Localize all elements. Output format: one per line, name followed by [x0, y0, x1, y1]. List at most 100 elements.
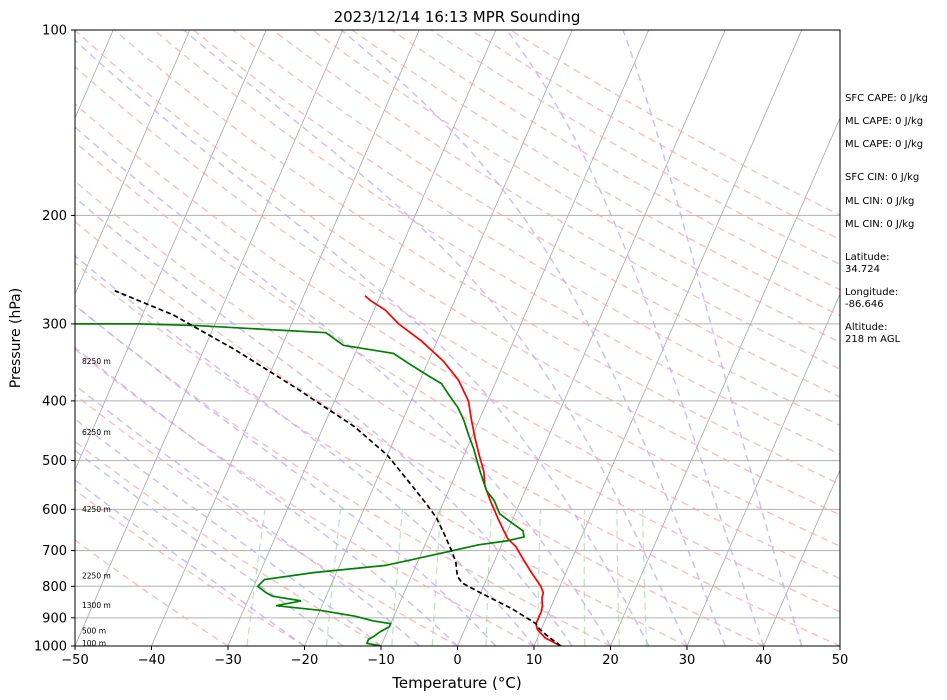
x-axis-ticks: −50 −40 −30 −20 −10 0 10 20 30 40 50	[61, 646, 848, 668]
y-tick-label: 200	[42, 209, 67, 224]
moist-adiabat-line	[340, 30, 726, 646]
mixing-ratio-line	[616, 509, 620, 646]
dry-adiabat-line	[311, 30, 840, 343]
mixing-ratio-line	[391, 509, 404, 646]
plot-frame	[74, 29, 841, 647]
mixing-ratio-line	[246, 509, 266, 646]
dry-adiabat-line	[113, 30, 840, 486]
isotherm-line	[610, 116, 840, 646]
moist-adiabat-line	[75, 304, 497, 646]
y-axis-ticks: 1000 900 800 700 600 500 400 300 200 100	[34, 24, 75, 655]
dry-adiabat-line	[75, 103, 840, 580]
moist-adiabat-line	[75, 384, 420, 646]
dry-adiabat-line	[75, 262, 688, 646]
y-axis-label: Pressure (hPa)	[8, 288, 24, 388]
x-tick-label: 40	[755, 653, 772, 668]
moist-adiabat-line	[506, 30, 765, 646]
x-tick-label: −50	[61, 653, 88, 668]
mixing-ratio-line	[642, 509, 648, 646]
dry-adiabat-line	[272, 30, 840, 370]
chart-title: 2023/12/14 16:13 MPR Sounding	[334, 8, 581, 26]
x-axis-label: Temperature (°C)	[391, 674, 521, 692]
dry-adiabat-line	[75, 65, 840, 548]
mixing-ratio-line	[485, 509, 493, 646]
height-label: 500 m	[82, 626, 106, 635]
ml-cape-text-2: ML CAPE: 0 J/kg	[845, 139, 924, 150]
x-tick-label: −40	[138, 653, 165, 668]
altitude-text: Altitude: 218 m AGL	[845, 322, 901, 345]
moist-adiabat-line	[622, 30, 803, 646]
ml-cin-text: ML CIN: 0 J/kg	[845, 196, 915, 207]
x-tick-label: 20	[602, 653, 619, 668]
parcel-trace	[114, 289, 562, 646]
x-tick-label: −30	[214, 653, 241, 668]
dry-adiabat-line	[75, 348, 535, 646]
isotherm-line	[75, 30, 344, 646]
height-label: 1300 m	[82, 601, 111, 610]
y-tick-label: 500	[42, 454, 67, 469]
mixing-ratio-line	[583, 509, 586, 646]
x-tick-label: 0	[453, 653, 461, 668]
y-tick-label: 900	[42, 611, 67, 626]
sounding-traces	[75, 289, 562, 646]
moist-adiabat-line	[75, 346, 459, 646]
x-tick-label: 50	[832, 653, 849, 668]
y-tick-label: 1000	[34, 640, 67, 655]
y-tick-label: 700	[42, 544, 67, 559]
y-tick-label: 800	[42, 580, 67, 595]
ml-cape-text: ML CAPE: 0 J/kg	[845, 116, 924, 127]
moist-adiabat-line	[75, 196, 573, 646]
dry-adiabat-line	[75, 393, 458, 646]
height-label: 4250 m	[82, 505, 111, 514]
dry-adiabat-line	[75, 141, 840, 613]
moist-adiabat-line	[183, 30, 688, 646]
dry-adiabat-line	[75, 304, 611, 646]
dry-adiabat-line	[232, 30, 840, 398]
background-lines	[75, 30, 840, 646]
isotherm-line	[227, 30, 497, 646]
dry-adiabat-line	[75, 220, 764, 646]
moist-adiabat-line	[75, 449, 344, 646]
x-tick-label: −10	[367, 653, 394, 668]
isotherm-line	[686, 292, 840, 646]
dry-adiabat-line	[75, 440, 382, 646]
y-tick-label: 300	[42, 317, 67, 332]
x-tick-label: 30	[679, 653, 696, 668]
height-label: 8250 m	[82, 357, 111, 366]
isotherm-line	[75, 30, 267, 472]
dry-adiabat-line	[75, 30, 840, 516]
isotherm-line	[380, 30, 650, 646]
dry-adiabat-line	[75, 180, 840, 646]
isotherm-line	[763, 468, 840, 646]
y-tick-label: 100	[42, 24, 67, 39]
moist-adiabat-line	[75, 418, 382, 646]
mixing-ratio-line	[325, 509, 342, 646]
moist-adiabat-line	[75, 479, 305, 646]
moist-adiabat-line	[75, 254, 535, 646]
pressure-gridlines	[75, 29, 840, 647]
sfc-cape-text: SFC CAPE: 0 J/kg	[845, 93, 928, 104]
sfc-cin-text: SFC CIN: 0 J/kg	[845, 172, 920, 183]
isotherm-line	[75, 30, 191, 296]
isotherm-line	[304, 30, 573, 646]
isotherm-line	[533, 30, 803, 646]
longitude-text: Longitude: -86.646	[845, 287, 899, 310]
moist-adiabat-line	[75, 39, 650, 646]
dry-adiabat-line	[193, 30, 840, 427]
mixing-ratio-line	[431, 509, 442, 646]
y-tick-label: 600	[42, 503, 67, 518]
moist-adiabat-line	[75, 126, 612, 646]
dewpoint-trace	[75, 323, 526, 646]
isotherm-line	[457, 30, 726, 646]
temperature-trace	[364, 295, 562, 646]
height-label: 100 m	[82, 639, 106, 648]
latitude-text: Latitude: 34.724	[845, 252, 890, 275]
mixing-ratio-line	[537, 509, 542, 646]
height-labels: 100 m 500 m 1300 m 2250 m 4250 m 6250 m 8250 m	[82, 357, 111, 648]
y-tick-label: 400	[42, 394, 67, 409]
dry-adiabat-line	[75, 539, 229, 646]
x-tick-label: −20	[291, 653, 318, 668]
x-tick-label: 10	[526, 653, 543, 668]
ml-cin-text-2: ML CIN: 0 J/kg	[845, 219, 915, 230]
